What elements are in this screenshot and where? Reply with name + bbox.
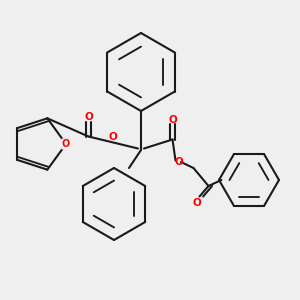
Text: O: O <box>84 112 93 122</box>
Text: O: O <box>62 139 70 149</box>
Text: O: O <box>174 157 183 167</box>
Text: O: O <box>109 132 118 142</box>
Text: O: O <box>168 115 177 125</box>
Text: O: O <box>193 198 202 208</box>
